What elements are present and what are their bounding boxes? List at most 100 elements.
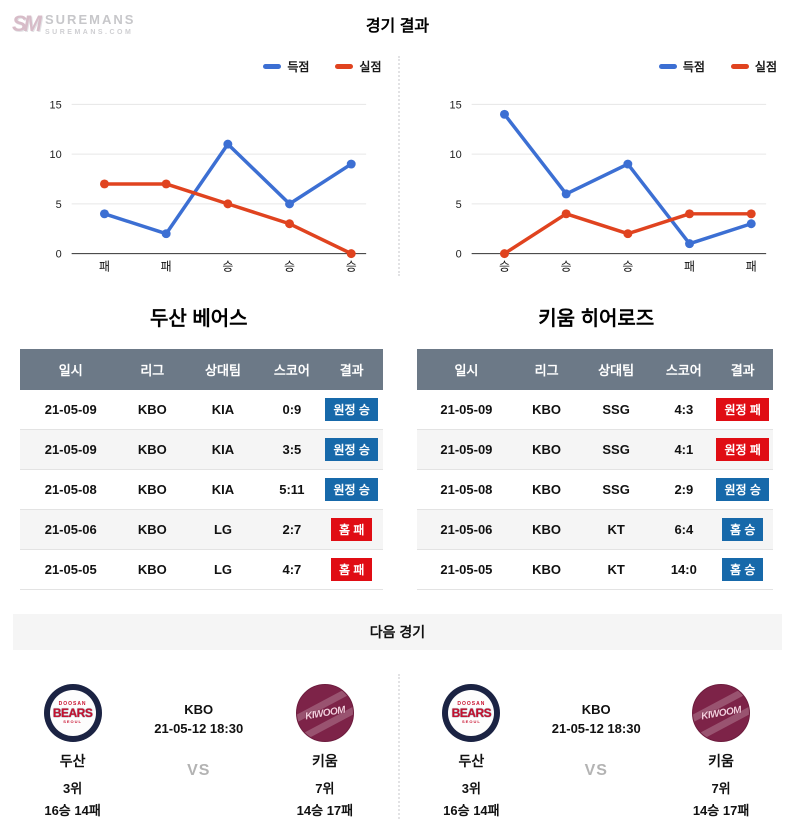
legend-label: 실점 (359, 58, 381, 75)
brand-name: SUREMANS (45, 13, 135, 26)
cell-score: 6:4 (655, 510, 712, 550)
team-rank: 7위 (266, 778, 384, 797)
column-header: 일시 (20, 349, 122, 390)
cell-opponent: KIA (183, 390, 263, 430)
doosan-logo-icon: DOOSAN BEARS SEOUL (442, 684, 500, 742)
legend-label: 득점 (287, 58, 309, 75)
team-record: 16승 14패 (14, 800, 132, 819)
legend-item: 실점 (335, 58, 381, 75)
cell-league: KBO (122, 550, 184, 590)
cell-result: 원정 패 (712, 430, 773, 470)
column-header: 상대팀 (577, 349, 655, 390)
brand-monogram-icon: SM (12, 11, 39, 37)
column-header: 상대팀 (183, 349, 263, 390)
result-badge: 원정 승 (325, 478, 377, 501)
cell-league: KBO (122, 390, 184, 430)
result-badge: 원정 승 (325, 398, 377, 421)
league-label: KBO (139, 702, 259, 717)
match-info-block: KBO 21-05-12 18:30 VS (139, 674, 259, 819)
team-name: 키움 (662, 751, 780, 771)
cell-date: 21-05-08 (20, 470, 122, 510)
cell-opponent: KIA (183, 470, 263, 510)
cell-league: KBO (122, 510, 184, 550)
match-datetime: 21-05-12 18:30 (139, 721, 259, 736)
cell-score: 4:7 (263, 550, 321, 590)
cell-result: 원정 승 (321, 470, 383, 510)
column-header: 결과 (321, 349, 383, 390)
cell-opponent: KIA (183, 430, 263, 470)
svg-text:승: 승 (222, 260, 233, 274)
cell-opponent: LG (183, 510, 263, 550)
team-title-kiwoom: 키움 히어로즈 (398, 302, 795, 331)
svg-text:0: 0 (455, 249, 461, 261)
column-header: 스코어 (263, 349, 321, 390)
cell-date: 21-05-09 (20, 390, 122, 430)
legend-item: 득점 (659, 58, 705, 75)
svg-text:5: 5 (56, 199, 62, 211)
svg-text:15: 15 (449, 99, 461, 111)
cell-opponent: SSG (577, 470, 655, 510)
column-header: 결과 (712, 349, 773, 390)
home-team-block: DOOSAN BEARS SEOUL 두산 3위 16승 14패 (412, 674, 530, 819)
team-record: 16승 14패 (412, 800, 530, 819)
result-badge: 원정 패 (716, 438, 768, 461)
away-team-block: KIWOOM 키움 7위 14승 17패 (266, 674, 384, 819)
svg-text:승: 승 (346, 260, 357, 274)
cell-result: 홈 패 (321, 550, 383, 590)
vs-label: VS (139, 762, 259, 780)
svg-text:15: 15 (50, 99, 62, 111)
logo-bottom-text: SEOUL (63, 720, 82, 724)
result-badge: 원정 승 (716, 478, 768, 501)
brand-domain: SUREMANS.COM (45, 29, 135, 36)
cell-opponent: SSG (577, 430, 655, 470)
team-record: 14승 17패 (662, 800, 780, 819)
legend-item: 실점 (731, 58, 777, 75)
chart-legend: 득점 실점 (400, 56, 794, 76)
cell-result: 원정 승 (321, 430, 383, 470)
away-team-block: KIWOOM 키움 7위 14승 17패 (662, 674, 780, 819)
cell-date: 21-05-06 (20, 510, 122, 550)
column-header: 스코어 (655, 349, 712, 390)
cell-date: 21-05-05 (20, 550, 122, 590)
cell-opponent: SSG (577, 390, 655, 430)
cell-date: 21-05-09 (417, 430, 517, 470)
team-titles-row: 두산 베어스 키움 히어로즈 (0, 302, 795, 331)
column-header: 일시 (417, 349, 517, 390)
svg-text:승: 승 (560, 260, 571, 274)
chart-legend: 득점 실점 (0, 56, 398, 76)
cell-league: KBO (516, 390, 577, 430)
result-badge: 원정 패 (716, 398, 768, 421)
vs-label: VS (536, 762, 656, 780)
result-badge: 홈 승 (722, 558, 763, 581)
league-label: KBO (536, 702, 656, 717)
match-datetime: 21-05-12 18:30 (536, 721, 656, 736)
svg-text:승: 승 (498, 260, 509, 274)
cell-result: 원정 패 (712, 390, 773, 430)
cell-league: KBO (516, 470, 577, 510)
next-match-panel: DOOSAN BEARS SEOUL 두산 3위 16승 14패 KBO 21-… (0, 674, 398, 819)
cell-score: 5:11 (263, 470, 321, 510)
result-badge: 홈 패 (331, 518, 372, 541)
team-rank: 3위 (14, 778, 132, 797)
cell-date: 21-05-06 (417, 510, 517, 550)
cell-score: 0:9 (263, 390, 321, 430)
cell-opponent: KT (577, 510, 655, 550)
team-name: 두산 (14, 751, 132, 771)
brand-logo[interactable]: SM SUREMANS SUREMANS.COM (12, 11, 135, 37)
cell-league: KBO (122, 430, 184, 470)
cell-result: 원정 승 (321, 390, 383, 430)
cell-league: KBO (516, 510, 577, 550)
next-match-header: 다음 경기 (13, 614, 782, 650)
